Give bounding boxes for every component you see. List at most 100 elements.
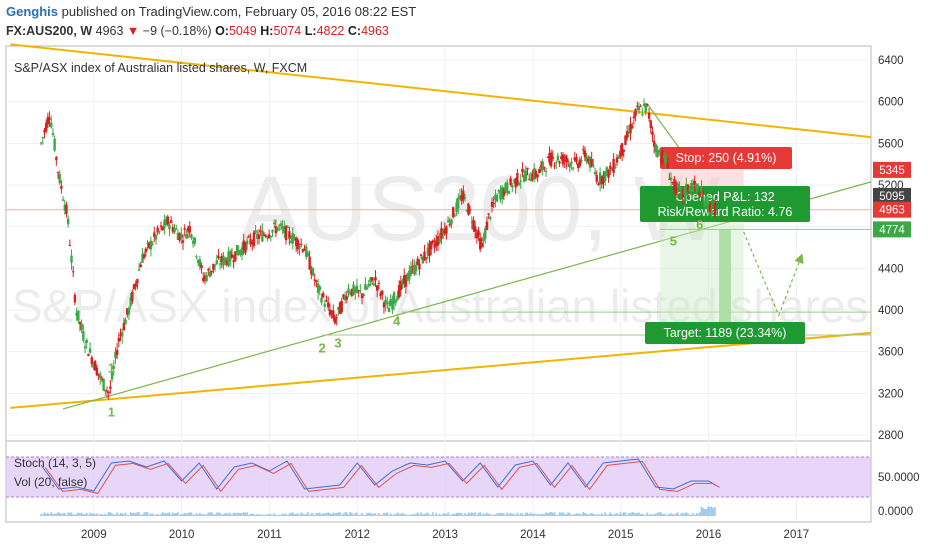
price-tag: 4774 (873, 221, 911, 238)
candle-body (229, 251, 232, 262)
candle-body (624, 135, 627, 145)
candle (83, 341, 87, 354)
candle (627, 125, 631, 137)
candle-body (661, 150, 664, 164)
lower-trend-line (10, 331, 872, 409)
volume-bar (705, 508, 708, 516)
volume-bar (364, 514, 367, 516)
volume-bar (408, 514, 411, 516)
candle-body (418, 263, 421, 270)
volume-bar (389, 513, 392, 516)
candle (173, 224, 176, 234)
candle (563, 154, 566, 169)
volume-bar (271, 514, 274, 516)
volume-bar (329, 513, 331, 516)
volume-bar (74, 514, 76, 516)
candle (305, 243, 308, 260)
volume-bar (175, 513, 178, 516)
candle (580, 155, 583, 164)
candle-body (629, 123, 632, 134)
candle-body (235, 245, 239, 256)
volume-bar (683, 513, 686, 516)
volume-bar (406, 514, 409, 516)
volume-bar (464, 513, 466, 516)
price-tag: 5095 (873, 187, 911, 204)
candle (473, 220, 477, 239)
candle (198, 256, 202, 271)
candle-body (354, 288, 357, 293)
candle (78, 321, 82, 332)
candle (487, 213, 490, 219)
candle-body (543, 167, 546, 169)
price-tag-text: 5345 (879, 165, 905, 177)
volume-bar (634, 513, 637, 516)
volume-bar (612, 514, 615, 516)
candle (615, 154, 619, 167)
volume-bar (687, 513, 689, 516)
candle (423, 244, 426, 262)
volume-bar (499, 512, 502, 516)
volume-bar (264, 514, 267, 516)
candle (541, 158, 544, 176)
candle-body (527, 179, 531, 181)
volume-bar (648, 514, 650, 516)
candle-body (124, 319, 127, 325)
candle-body (289, 241, 293, 243)
volume-bar (496, 513, 498, 516)
volume-bar (622, 512, 625, 516)
volume-bar (678, 514, 681, 516)
candle-body (406, 273, 409, 281)
volume-bar (89, 512, 91, 516)
volume-bar (335, 513, 338, 516)
candle (609, 162, 612, 176)
candle-body (384, 299, 387, 305)
volume-bar (435, 512, 438, 516)
volume-bar (217, 512, 220, 516)
candle-body (536, 174, 539, 178)
candle-body (193, 237, 197, 244)
candle-body (61, 199, 65, 201)
candle (99, 371, 102, 385)
candle-body (519, 180, 522, 182)
candle (372, 278, 376, 287)
candle-body (159, 225, 163, 227)
volume-bar (62, 513, 64, 516)
candle (142, 251, 146, 260)
candle-body (375, 285, 379, 291)
candle-body (419, 254, 423, 256)
price-tag-text: 5095 (879, 191, 905, 203)
candle-body (548, 153, 551, 163)
candle-body (335, 317, 338, 319)
candle-body (63, 204, 66, 211)
candle (291, 227, 294, 250)
volume-bar (197, 514, 199, 516)
position-tool[interactable]: Stop: 250 (4.91%) Opened P&L: 132Risk/Rew… (640, 147, 871, 344)
candle (544, 167, 548, 178)
candle-body (391, 301, 394, 310)
volume-bar (67, 512, 69, 516)
candle-body (347, 288, 350, 293)
candle-body (298, 246, 301, 250)
candle (463, 193, 467, 202)
candle-body (490, 201, 494, 207)
candle (354, 286, 357, 300)
volume-bar (594, 514, 596, 516)
candle (262, 231, 266, 236)
candle (311, 266, 315, 277)
candle (180, 227, 183, 245)
candle-body (484, 228, 487, 239)
candle (308, 250, 311, 271)
candle (169, 216, 173, 224)
volume-bar (474, 512, 476, 516)
volume-bar (442, 513, 444, 516)
volume-bar (558, 512, 561, 516)
candle-body (343, 295, 347, 301)
stoch-d-line (44, 460, 720, 494)
author-link[interactable]: Genghis (6, 4, 59, 19)
candle (445, 225, 448, 240)
candle (671, 181, 674, 185)
candle (479, 232, 482, 253)
candle-body (413, 264, 416, 275)
candle (77, 310, 80, 324)
